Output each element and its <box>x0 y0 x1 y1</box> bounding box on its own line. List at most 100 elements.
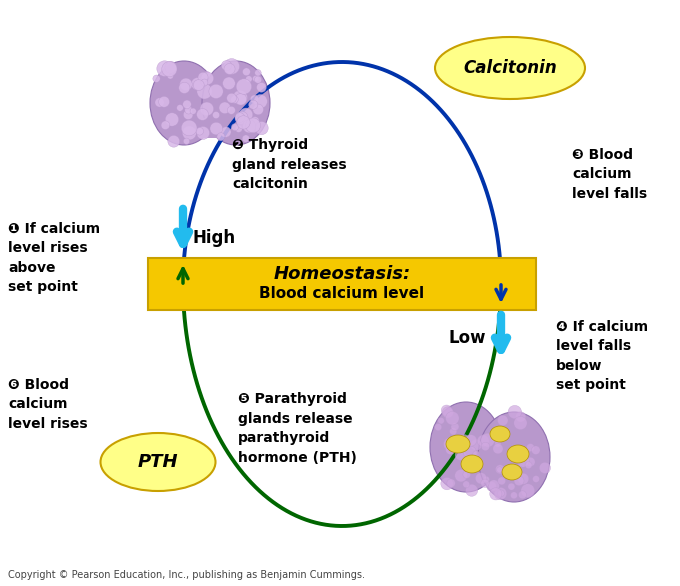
Circle shape <box>235 125 242 132</box>
Circle shape <box>514 417 527 430</box>
Circle shape <box>252 76 259 82</box>
Circle shape <box>200 102 214 115</box>
Circle shape <box>167 73 173 79</box>
Circle shape <box>498 490 505 497</box>
Circle shape <box>445 445 455 455</box>
Circle shape <box>198 72 208 83</box>
Circle shape <box>155 98 165 107</box>
Text: Calcitonin: Calcitonin <box>463 59 557 77</box>
Circle shape <box>242 135 250 142</box>
Text: Low: Low <box>449 329 486 347</box>
Text: ❹ If calcium
level falls
below
set point: ❹ If calcium level falls below set point <box>556 320 648 393</box>
Circle shape <box>249 100 258 109</box>
Circle shape <box>496 467 503 473</box>
Text: ❷ Thyroid
gland releases
calcitonin: ❷ Thyroid gland releases calcitonin <box>232 138 347 191</box>
Circle shape <box>203 71 210 79</box>
Circle shape <box>250 124 257 132</box>
Circle shape <box>255 70 261 76</box>
Text: PTH: PTH <box>137 453 178 471</box>
Circle shape <box>443 437 458 451</box>
Circle shape <box>471 440 481 451</box>
Circle shape <box>496 465 505 474</box>
Circle shape <box>197 127 209 139</box>
Circle shape <box>190 108 197 114</box>
Circle shape <box>161 121 170 130</box>
Circle shape <box>525 462 532 469</box>
Circle shape <box>197 108 209 120</box>
Circle shape <box>235 93 247 105</box>
Circle shape <box>197 84 212 99</box>
Circle shape <box>224 63 235 74</box>
Text: ❸ Blood
calcium
level falls: ❸ Blood calcium level falls <box>572 148 647 201</box>
Circle shape <box>164 62 177 74</box>
Text: ❻ Blood
calcium
level rises: ❻ Blood calcium level rises <box>8 378 88 431</box>
Ellipse shape <box>202 61 270 145</box>
Circle shape <box>250 95 258 103</box>
Circle shape <box>465 435 477 446</box>
Circle shape <box>494 488 507 500</box>
Circle shape <box>183 100 191 108</box>
Circle shape <box>233 90 248 105</box>
Circle shape <box>456 435 465 444</box>
Circle shape <box>153 75 160 82</box>
Ellipse shape <box>507 445 529 463</box>
Circle shape <box>521 483 534 498</box>
Circle shape <box>493 444 503 454</box>
Circle shape <box>481 433 494 447</box>
Circle shape <box>447 479 456 488</box>
Circle shape <box>239 108 253 122</box>
Text: High: High <box>193 229 236 247</box>
Circle shape <box>494 441 501 447</box>
Circle shape <box>182 120 197 136</box>
Circle shape <box>473 451 479 458</box>
Circle shape <box>165 62 177 73</box>
Circle shape <box>477 435 489 447</box>
Circle shape <box>460 435 469 443</box>
Circle shape <box>235 113 245 122</box>
Text: Copyright © Pearson Education, Inc., publishing as Benjamin Cummings.: Copyright © Pearson Education, Inc., pub… <box>8 570 365 580</box>
Circle shape <box>473 461 481 469</box>
Circle shape <box>180 78 192 91</box>
Circle shape <box>455 469 467 482</box>
Circle shape <box>157 61 173 76</box>
Circle shape <box>526 444 534 452</box>
Circle shape <box>517 455 529 467</box>
Circle shape <box>532 446 540 455</box>
Circle shape <box>253 104 264 115</box>
Circle shape <box>508 483 515 490</box>
Circle shape <box>498 477 506 485</box>
Circle shape <box>236 79 252 94</box>
Circle shape <box>490 488 502 500</box>
Circle shape <box>213 111 220 118</box>
Circle shape <box>517 473 529 485</box>
Ellipse shape <box>430 402 502 492</box>
Circle shape <box>463 471 471 478</box>
Circle shape <box>487 482 496 491</box>
Circle shape <box>526 457 535 466</box>
Circle shape <box>220 127 231 137</box>
Circle shape <box>222 60 232 71</box>
Ellipse shape <box>461 455 483 473</box>
Ellipse shape <box>478 412 550 502</box>
Circle shape <box>464 446 477 459</box>
Circle shape <box>514 476 524 486</box>
Circle shape <box>184 138 190 144</box>
Circle shape <box>231 96 238 103</box>
Circle shape <box>237 115 250 129</box>
Circle shape <box>466 484 478 496</box>
Text: Homeostasis:: Homeostasis: <box>273 265 411 283</box>
Circle shape <box>251 117 259 125</box>
Circle shape <box>449 428 457 435</box>
Circle shape <box>158 96 169 107</box>
Circle shape <box>227 106 235 114</box>
Circle shape <box>508 406 522 419</box>
Circle shape <box>441 478 453 490</box>
Circle shape <box>193 80 204 90</box>
Circle shape <box>224 59 239 74</box>
Circle shape <box>245 76 252 83</box>
Circle shape <box>451 423 459 431</box>
Circle shape <box>245 118 260 133</box>
Circle shape <box>201 79 208 86</box>
Circle shape <box>532 476 539 482</box>
Circle shape <box>435 424 442 431</box>
